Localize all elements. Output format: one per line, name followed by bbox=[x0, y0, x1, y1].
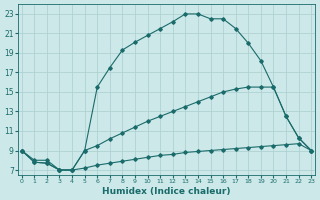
X-axis label: Humidex (Indice chaleur): Humidex (Indice chaleur) bbox=[102, 187, 231, 196]
